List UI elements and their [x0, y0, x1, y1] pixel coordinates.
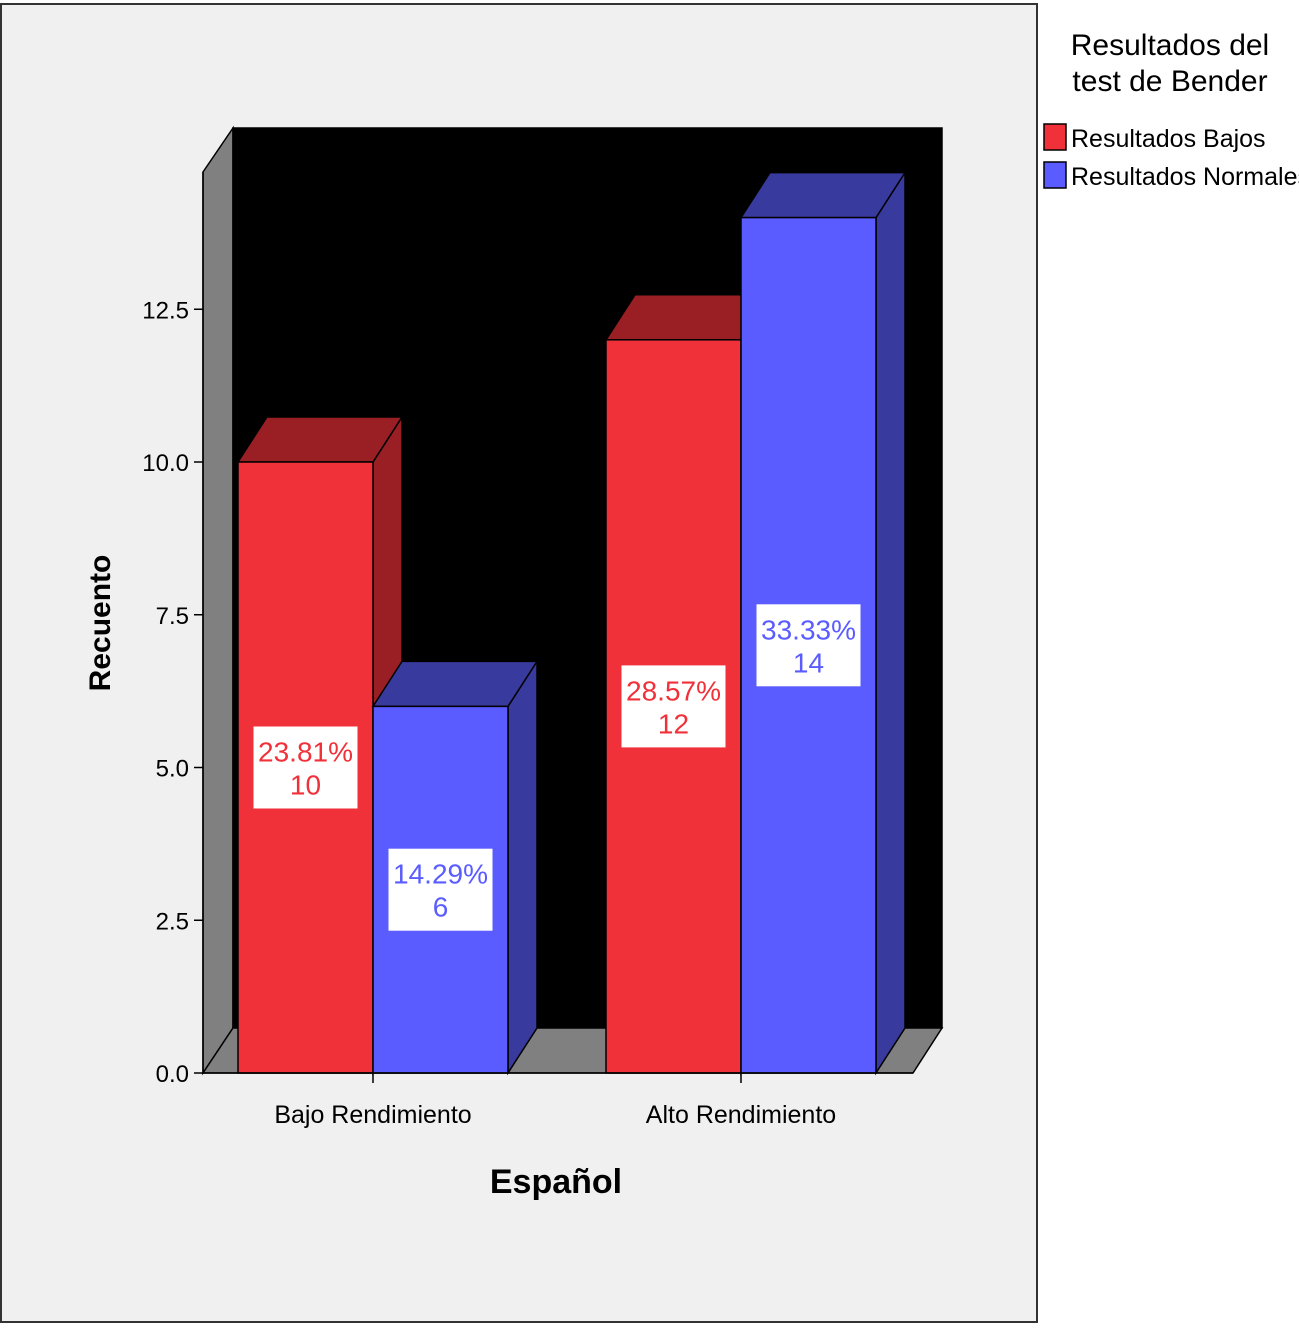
bars-layer: 23.81%10 14.29%6 28.57%12 33.33%14 [236, 170, 907, 1076]
data-label-box [388, 848, 493, 931]
y-tick-label: 7.5 [156, 603, 189, 630]
data-label-box [253, 726, 358, 809]
data-label-count: 12 [658, 708, 689, 739]
legend-title-line-2: test de Bender [1072, 65, 1267, 98]
bar-top [739, 171, 907, 219]
bar-top [371, 660, 539, 708]
x-tick-label: Bajo Rendimiento [274, 1101, 471, 1129]
legend-swatch [1043, 123, 1067, 151]
data-label-box [756, 604, 861, 687]
bar-top [236, 416, 404, 463]
data-label-count: 10 [290, 770, 321, 801]
data-label-percent: 33.33% [761, 614, 856, 645]
data-label-percent: 23.81% [258, 737, 353, 768]
legend-items: Resultados Bajos Resultados Normales [1043, 123, 1299, 191]
data-label: 33.33%14 [756, 604, 861, 687]
data-label: 14.29%6 [388, 848, 493, 931]
y-axis-label: Recuento [84, 555, 117, 692]
bar-side [875, 170, 906, 1076]
bar-side [507, 658, 538, 1076]
legend-label: Resultados Bajos [1071, 125, 1266, 153]
bar: 33.33%14 [739, 170, 907, 1076]
y-tick-label: 5.0 [156, 756, 189, 783]
legend: Resultados del test de Bender Resultados… [1043, 29, 1299, 191]
data-label: 28.57%12 [621, 665, 726, 748]
data-label-count: 6 [433, 892, 449, 923]
legend-label: Resultados Normales [1071, 163, 1299, 191]
y-tick-label: 12.5 [142, 297, 189, 324]
data-label-percent: 14.29% [393, 859, 488, 890]
left-wall [202, 125, 234, 1076]
legend-title-line-1: Resultados del [1071, 29, 1269, 62]
data-label-percent: 28.57% [626, 675, 721, 706]
bar: 14.29%6 [371, 658, 539, 1076]
axis-layer: 0.0 2.5 5.0 7.5 10.0 12.5 Bajo Rendimiento Alto… [142, 172, 913, 1129]
legend-swatch [1043, 161, 1067, 189]
data-label-count: 14 [793, 647, 824, 678]
data-label-box [621, 665, 726, 748]
x-axis-label: Español [490, 1163, 622, 1201]
data-label: 23.81%10 [253, 726, 358, 809]
y-tick-label: 2.5 [156, 908, 189, 935]
y-tick-label: 10.0 [142, 450, 189, 477]
y-tick-label: 0.0 [156, 1061, 189, 1088]
x-tick-label: Alto Rendimiento [646, 1101, 836, 1129]
